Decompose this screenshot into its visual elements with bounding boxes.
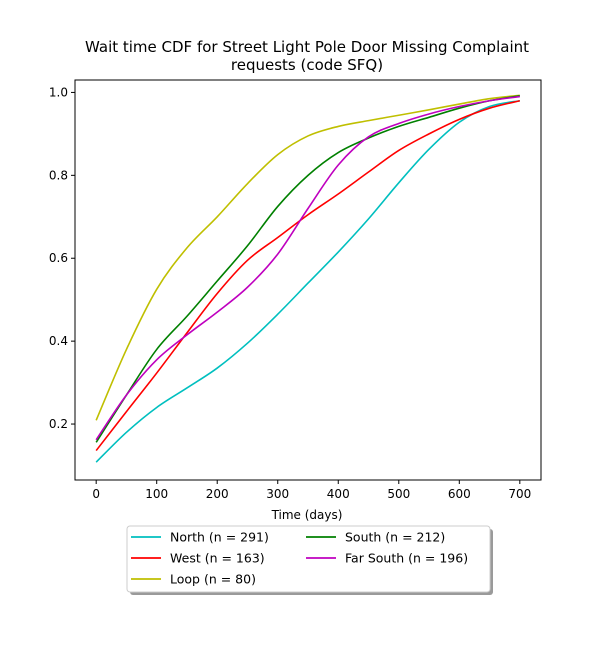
y-tick-label: 0.6 [49, 251, 68, 265]
series-line-4 [95, 95, 520, 441]
x-tick-label: 300 [266, 487, 289, 501]
x-tick-label: 700 [508, 487, 531, 501]
x-axis-label: Time (days) [271, 508, 343, 522]
series-line-2 [95, 94, 520, 421]
y-tick-label: 0.8 [49, 168, 68, 182]
x-tick-label: 0 [92, 487, 100, 501]
legend-entries: North (n = 291) West (n = 163) Loop (n = 8… [131, 530, 468, 587]
series-line-0 [95, 99, 520, 463]
legend-label: Far South (n = 196) [345, 551, 468, 566]
x-tick-label: 400 [327, 487, 350, 501]
x-tick-label: 500 [387, 487, 410, 501]
series-line-3 [95, 94, 520, 443]
legend-box [126, 525, 491, 593]
x-tick-label: 600 [448, 487, 471, 501]
x-tick-label: 100 [145, 487, 168, 501]
legend-label: South (n = 212) [345, 530, 445, 545]
chart-title-line-1: Wait time CDF for Street Light Pole Door… [85, 38, 529, 56]
y-tick-label: 0.2 [49, 417, 68, 431]
plot-frame [74, 79, 542, 481]
legend: North (n = 291) West (n = 163) Loop (n = 8… [126, 525, 493, 595]
legend-label: West (n = 163) [170, 551, 265, 566]
y-tick-label: 1.0 [49, 85, 68, 99]
x-axis-ticks: 0 100 200 300 400 500 600 700 [92, 480, 531, 501]
legend-label: Loop (n = 80) [170, 572, 256, 587]
legend-label: North (n = 291) [170, 530, 269, 545]
y-axis-ticks: 0.2 0.4 0.6 0.8 1.0 [49, 85, 75, 431]
series-line-1 [95, 99, 521, 452]
chart-title-line-2: requests (code SFQ) [231, 56, 383, 74]
chart-title-group: Wait time CDF for Street Light Pole Door… [85, 38, 529, 74]
x-tick-label: 200 [206, 487, 229, 501]
y-tick-label: 0.4 [49, 334, 68, 348]
series-lines [95, 94, 521, 463]
